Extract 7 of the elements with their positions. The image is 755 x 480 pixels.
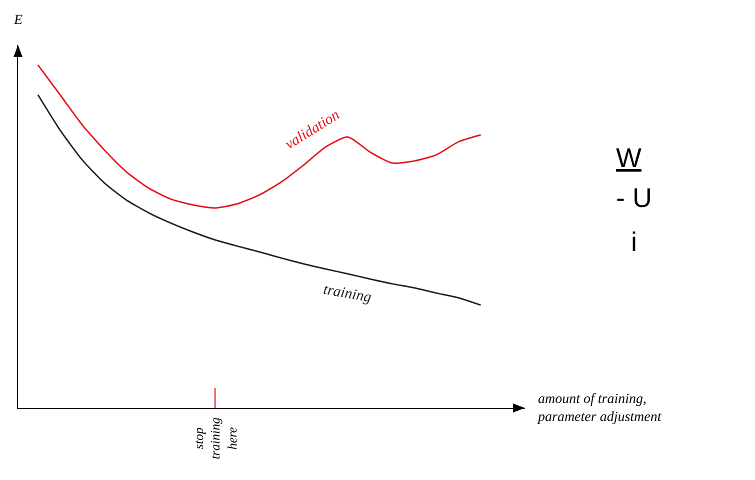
text: W xyxy=(616,143,642,173)
text: - U xyxy=(616,183,652,213)
y-axis-title: E xyxy=(13,13,23,28)
text: training xyxy=(322,282,373,306)
text: stop training here xyxy=(190,416,240,460)
text: i xyxy=(631,227,637,257)
x-axis-title: amount of training, parameter adjustment xyxy=(537,392,662,426)
